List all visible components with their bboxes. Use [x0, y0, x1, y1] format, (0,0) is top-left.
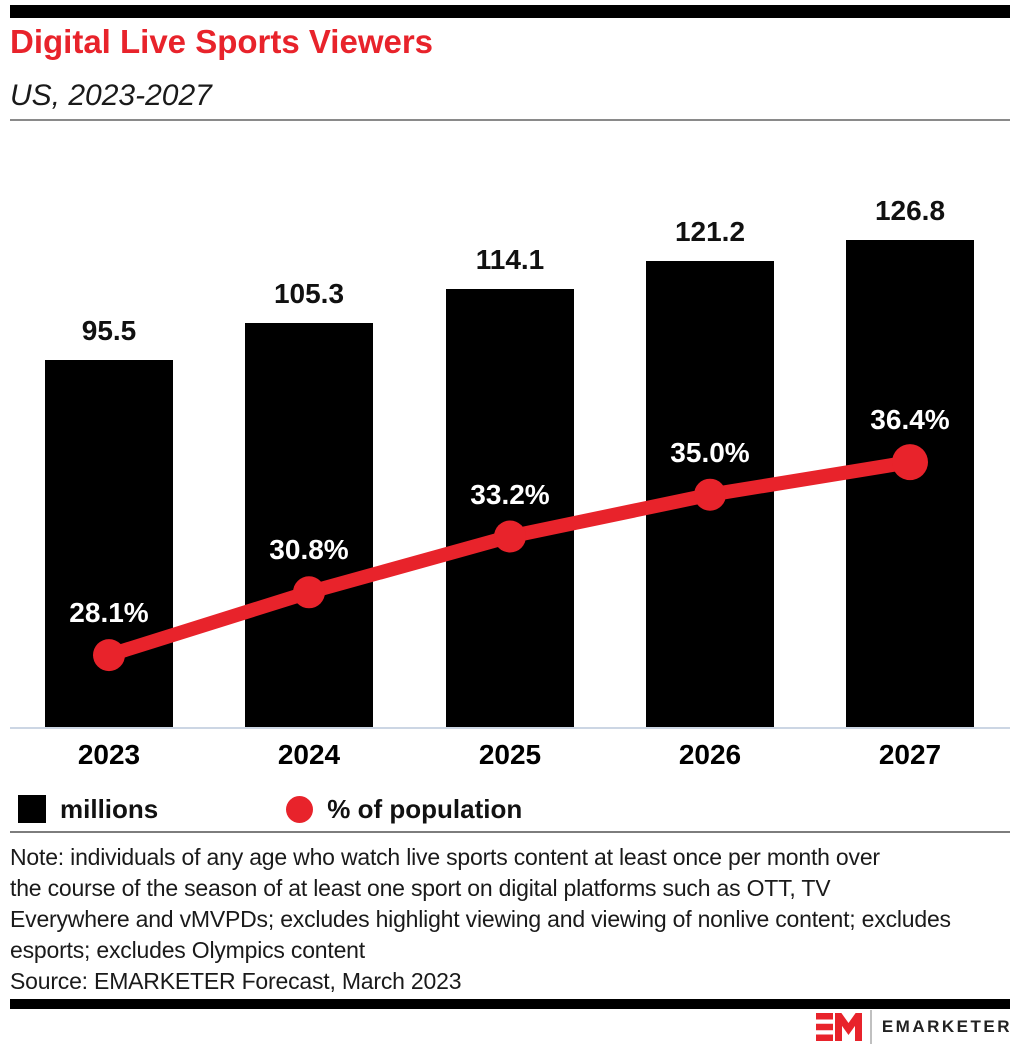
note-line: the course of the season of at least one…: [10, 875, 831, 901]
legend-divider: [10, 831, 1010, 833]
footnote: Note: individuals of any age who watch l…: [10, 842, 1014, 997]
bar-2024: [245, 323, 373, 728]
bar-2026: [646, 261, 774, 728]
top-accent-bar: [10, 5, 1010, 18]
x-tick-label-2024: 2024: [277, 739, 341, 770]
legend-swatch-pct: [286, 795, 314, 823]
source-line: Source: EMARKETER Forecast, March 2023: [10, 968, 462, 994]
x-tick-label-2027: 2027: [878, 739, 942, 770]
bar-value-label-2027: 126.8: [874, 195, 946, 226]
bar-value-label-2026: 121.2: [674, 216, 746, 247]
brand-lockup: EMARKETER: [815, 1010, 1012, 1044]
bottom-accent-bar: [10, 999, 1010, 1009]
bar-value-label-2023: 95.5: [81, 315, 137, 346]
bar-value-label-2025: 114.1: [475, 244, 545, 275]
legend-label-pct: % of population: [327, 794, 523, 824]
pct-label-2025: 33.2%: [470, 479, 550, 510]
bar-2027: [846, 240, 974, 728]
legend-swatch-millions: [18, 795, 46, 823]
brand-wordmark: EMARKETER: [881, 1017, 1012, 1036]
legend-label-millions: millions: [60, 794, 159, 824]
pct-label-2024: 30.8%: [269, 534, 349, 565]
page-title: Digital Live Sports Viewers: [10, 23, 434, 60]
brand-divider: [869, 1010, 872, 1044]
pct-label-2027: 36.4%: [870, 404, 950, 435]
x-tick-label-2026: 2026: [678, 739, 742, 770]
x-axis-line: [10, 727, 1010, 729]
bar-2023: [45, 360, 173, 728]
legend: millions % of population: [18, 793, 522, 825]
emarketer-logo-icon: [815, 1013, 862, 1041]
x-tick-label-2025: 2025: [478, 739, 542, 770]
note-line: Note: individuals of any age who watch l…: [10, 844, 880, 870]
pct-label-2026: 35.0%: [670, 437, 750, 468]
note-line: esports; excludes Olympics content: [10, 937, 365, 963]
note-line: Everywhere and vMVPDs; excludes highligh…: [10, 906, 951, 932]
bar-value-label-2024: 105.3: [273, 278, 345, 309]
x-tick-label-2023: 2023: [77, 739, 141, 770]
pct-label-2023: 28.1%: [69, 597, 149, 628]
header-divider: [10, 119, 1010, 121]
page-subtitle: US, 2023-2027: [10, 79, 212, 112]
